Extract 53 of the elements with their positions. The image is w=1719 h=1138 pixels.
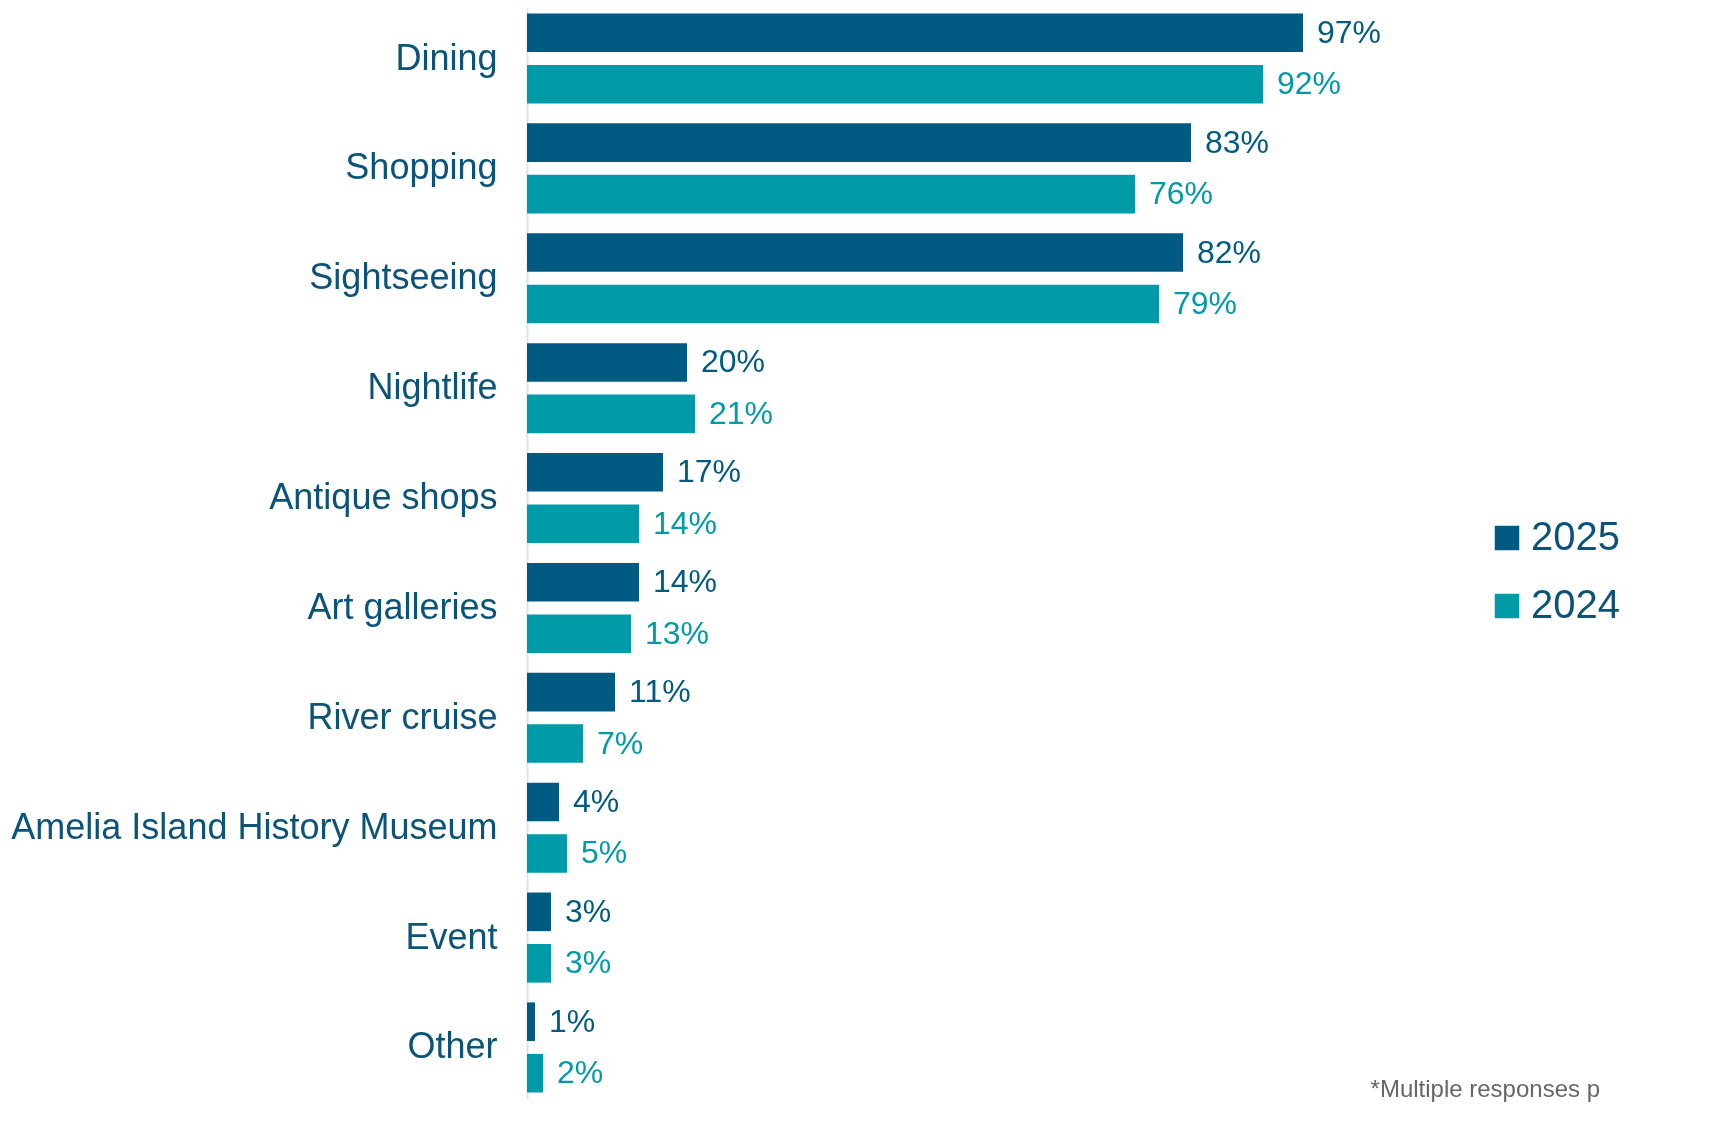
data-label: 76% [1149, 175, 1214, 212]
data-label: 7% [597, 724, 644, 761]
bar [527, 284, 1159, 324]
data-label: 2% [557, 1054, 604, 1091]
text: *Multiple responses p [1370, 1075, 1600, 1102]
data-label: 3% [565, 944, 612, 981]
bar [527, 562, 639, 602]
y-tick-label: Shopping [345, 146, 498, 188]
bar [527, 782, 559, 822]
data-label: 11% [629, 673, 691, 710]
bar [527, 504, 639, 544]
data-label: 79% [1173, 285, 1238, 322]
data-label: 82% [1197, 233, 1262, 270]
y-tick-label: Other [407, 1025, 498, 1067]
bar [527, 13, 1303, 53]
data-label: 14% [653, 504, 718, 541]
bar [527, 453, 663, 492]
data-label: 4% [573, 782, 620, 819]
data-label: 14% [653, 563, 718, 600]
y-tick-label: Art galleries [307, 585, 498, 627]
y-tick-label: Sightseeing [309, 256, 498, 298]
data-label: 5% [581, 834, 628, 871]
bar [527, 944, 551, 983]
bar [527, 1053, 543, 1093]
y-tick-label: Dining [395, 36, 498, 78]
bar [527, 834, 567, 873]
y-tick-label: River cruise [307, 695, 498, 737]
y-tick-label: Amelia Island History Museum [11, 805, 498, 847]
bar [527, 672, 615, 712]
bar [527, 724, 583, 763]
bar [527, 892, 551, 932]
bar [527, 123, 1191, 162]
data-label: 83% [1205, 123, 1270, 160]
data-label: 97% [1317, 13, 1382, 50]
data-label: 1% [549, 1002, 596, 1039]
legend-label: 2025 [1531, 514, 1620, 558]
data-label: 20% [701, 343, 766, 380]
legend-label: 2024 [1531, 582, 1620, 626]
data-label: 17% [677, 453, 742, 490]
y-tick-label: Antique shops [269, 476, 498, 518]
bar [527, 343, 687, 382]
data-label: 3% [565, 892, 612, 929]
data-label: 13% [645, 614, 710, 651]
y-tick-label: Nightlife [367, 366, 498, 408]
data-label: 21% [709, 394, 774, 431]
bar [527, 64, 1263, 104]
bar [527, 394, 695, 434]
y-tick-label: Event [405, 915, 498, 957]
bar [527, 174, 1135, 214]
bar [527, 614, 631, 653]
bar [527, 1002, 535, 1042]
bar [527, 233, 1183, 272]
data-label: 92% [1277, 65, 1342, 102]
